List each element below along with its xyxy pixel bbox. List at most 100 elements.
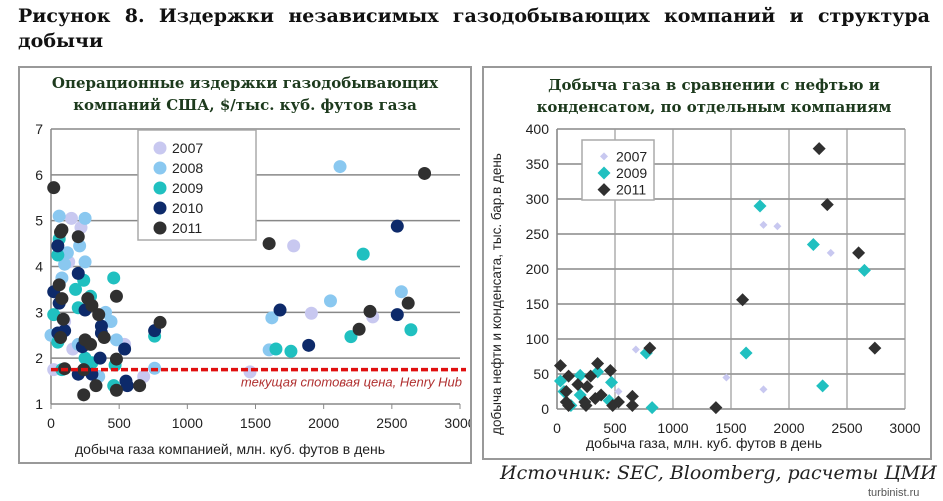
data-point-2011: [418, 166, 432, 180]
data-point-2007: [64, 211, 78, 225]
x-axis-label: добыча газа, млн. куб. футов в день: [586, 435, 822, 451]
chart-title: компаний США, $/тыс. куб. футов газа: [73, 96, 417, 114]
chart-title: Добыча газа в сравнении с нефтью и: [548, 76, 880, 94]
data-point-2011: [89, 379, 103, 393]
y-tick-label: 50: [533, 366, 549, 382]
data-point-2011: [92, 308, 106, 322]
x-tick-label: 3000: [444, 415, 470, 431]
data-point-2011: [588, 392, 602, 405]
x-tick-label: 0: [47, 415, 55, 431]
x-tick-label: 2000: [308, 415, 339, 431]
x-tick-label: 1500: [240, 415, 271, 431]
data-point-2010: [390, 219, 404, 233]
data-point-2010: [51, 239, 65, 253]
data-point-2011: [54, 331, 68, 345]
legend-label: 2010: [172, 200, 203, 216]
data-point-2008: [323, 294, 337, 308]
x-tick-label: 0: [553, 420, 561, 436]
data-point-2009: [573, 388, 587, 402]
data-point-2009: [553, 374, 567, 388]
legend-label: 2007: [172, 140, 203, 156]
data-point-2009: [356, 247, 370, 261]
x-tick-label: 500: [107, 415, 131, 431]
chart-title: Операционные издержки газодобывающих: [52, 74, 439, 92]
legend-marker-2009: [153, 181, 167, 195]
data-point-2011: [591, 357, 605, 370]
x-tick-label: 3000: [889, 420, 920, 436]
data-point-2011: [97, 331, 111, 345]
data-point-2011: [643, 341, 657, 355]
chart-title: конденсатом, по отдельным компаниям: [537, 98, 892, 116]
y-tick-label: 1: [35, 396, 43, 412]
x-tick-label: 500: [603, 420, 627, 436]
x-tick-label: 2000: [773, 420, 804, 436]
y-tick-label: 4: [35, 259, 43, 275]
data-point-2009: [404, 323, 418, 337]
x-tick-label: 2500: [831, 420, 862, 436]
y-tick-label: 350: [526, 156, 550, 172]
data-point-2008: [265, 311, 279, 325]
chart-panel-costs: Операционные издержки газодобывающих комп…: [18, 66, 476, 464]
y-tick-label: 400: [526, 121, 550, 137]
legend-marker-2010: [153, 201, 167, 215]
legend-label: 2011: [616, 182, 646, 198]
y-tick-label: 0: [541, 401, 549, 417]
legend: [581, 139, 655, 201]
data-point-2011: [133, 379, 147, 393]
data-point-2011: [603, 364, 617, 377]
x-tick-label: 1000: [172, 415, 203, 431]
data-point-2009: [753, 199, 767, 213]
data-point-2009: [605, 375, 619, 389]
data-point-2009: [816, 379, 830, 393]
data-point-2007: [304, 306, 318, 320]
y-tick-label: 2: [35, 350, 43, 366]
data-point-2009: [857, 263, 871, 277]
data-point-2011: [71, 230, 85, 244]
data-point-2011: [736, 293, 750, 307]
data-point-2008: [333, 160, 347, 174]
data-point-2011: [77, 388, 91, 402]
data-point-2011: [55, 223, 69, 237]
legend-marker-2007: [153, 141, 167, 155]
legend-label: 2011: [172, 220, 202, 236]
y-tick-label: 250: [526, 226, 550, 242]
data-point-2010: [93, 351, 107, 365]
production-scatter-chart: Добыча газа в сравнении с нефтью и конден…: [489, 76, 921, 451]
data-point-2009: [573, 368, 587, 382]
data-point-2011: [580, 380, 594, 394]
data-point-2011: [606, 399, 620, 412]
legend-label: 2008: [172, 160, 203, 176]
data-point-2011: [584, 369, 598, 383]
data-point-2007: [631, 345, 640, 354]
x-tick-label: 1500: [715, 420, 746, 436]
data-point-2007: [614, 387, 623, 396]
source-note: Источник: SEC, Bloomberg, расчеты ЦМИ: [500, 462, 937, 484]
data-point-2011: [579, 399, 593, 412]
data-point-2009: [591, 365, 605, 379]
legend-marker-2007: [600, 152, 608, 161]
legend-label: 2009: [616, 165, 647, 181]
legend-label: 2009: [172, 180, 203, 196]
data-point-2008: [58, 257, 72, 271]
data-point-2010: [120, 379, 134, 393]
data-point-2011: [709, 401, 723, 415]
data-point-2009: [269, 342, 283, 356]
data-point-2011: [625, 389, 639, 403]
y-tick-label: 100: [526, 331, 550, 347]
data-point-2011: [52, 278, 66, 292]
legend-marker-2011: [153, 221, 167, 235]
data-point-2009: [107, 271, 121, 285]
data-point-2008: [109, 333, 123, 347]
y-tick-label: 6: [35, 167, 43, 183]
data-point-2009: [284, 344, 298, 358]
data-point-2011: [363, 304, 377, 318]
data-point-2011: [153, 315, 167, 329]
y-tick-label: 300: [526, 191, 550, 207]
data-point-2009: [51, 248, 65, 262]
x-axis-label: добыча газа компанией, млн. куб. футов в…: [75, 441, 385, 457]
data-point-2010: [273, 303, 287, 317]
data-point-2011: [262, 237, 276, 251]
data-point-2011: [559, 385, 573, 398]
data-point-2011: [401, 296, 415, 310]
data-point-2010: [390, 308, 404, 322]
